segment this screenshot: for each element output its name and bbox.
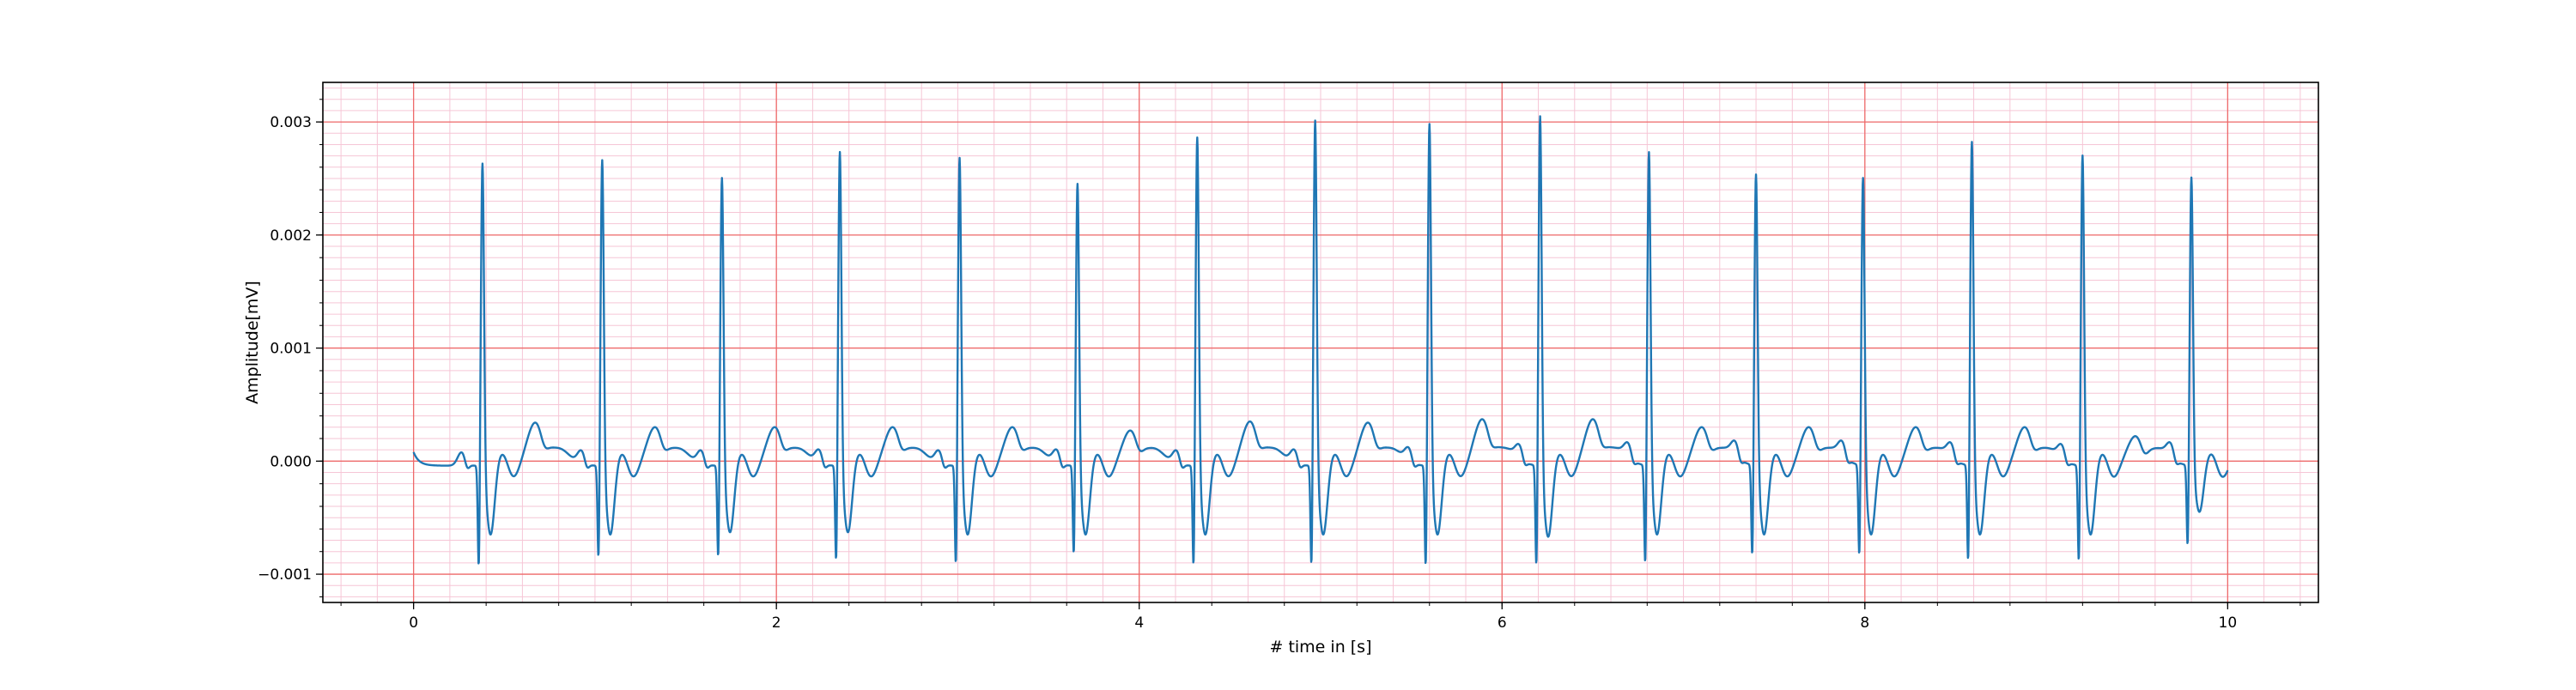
x-tick-label: 8 — [1860, 614, 1869, 632]
x-tick-label: 10 — [2219, 614, 2238, 632]
y-tick-label: −0.001 — [258, 566, 312, 584]
x-axis-label: # time in [s] — [1269, 638, 1371, 657]
y-tick-label: 0.002 — [270, 227, 312, 245]
plot-frame — [322, 82, 2319, 603]
y-axis-label: Amplitude[mV] — [243, 281, 262, 404]
major-grid — [323, 82, 2318, 602]
y-axis-ticks: −0.001 0.000 0.001 0.002 0.003 — [258, 99, 323, 597]
ecg-series-line — [412, 115, 2229, 565]
x-tick-label: 6 — [1498, 614, 1507, 632]
series-layer — [412, 115, 2229, 565]
x-tick-label: 4 — [1134, 614, 1144, 632]
y-tick-label: 0.000 — [270, 453, 312, 470]
y-tick-label: 0.001 — [270, 341, 312, 358]
y-tick-label: 0.003 — [270, 114, 312, 131]
x-tick-label: 0 — [409, 614, 418, 632]
x-tick-label: 2 — [772, 614, 781, 632]
x-axis-ticks: 0 2 4 6 8 10 — [340, 602, 2301, 632]
